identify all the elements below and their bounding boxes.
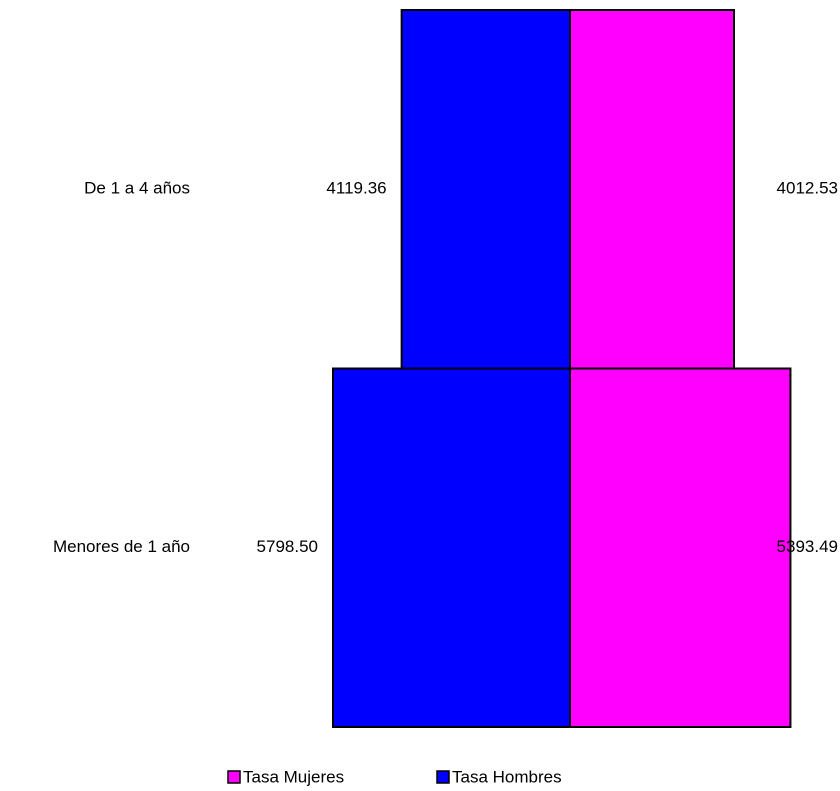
category-label: De 1 a 4 años <box>84 179 190 198</box>
value-label: 5393.49 <box>777 537 838 556</box>
category-label: Menores de 1 año <box>53 537 190 556</box>
value-label: 4119.36 <box>326 179 386 198</box>
bar <box>400 9 571 370</box>
legend-label: Tasa Mujeres <box>243 767 344 786</box>
value-label: 5798.50 <box>257 537 318 556</box>
bar <box>332 367 571 728</box>
legend-swatch <box>227 770 241 784</box>
bar <box>569 9 736 370</box>
bar <box>569 367 792 728</box>
legend-swatch <box>436 770 450 784</box>
value-label: 4012.53 <box>777 179 838 198</box>
legend-label: Tasa Hombres <box>452 767 562 786</box>
